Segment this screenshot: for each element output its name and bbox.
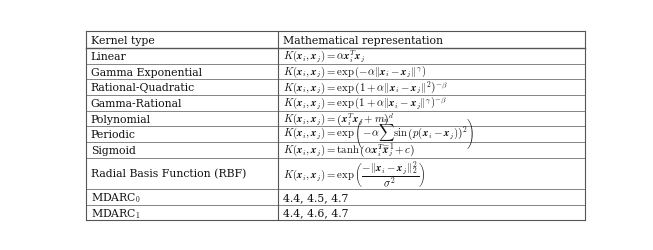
Text: MDARC$_0$: MDARC$_0$ xyxy=(91,190,141,204)
Text: 4.4, 4.5, 4.7: 4.4, 4.5, 4.7 xyxy=(283,192,349,202)
Text: Periodic: Periodic xyxy=(91,130,136,140)
Text: Polynomial: Polynomial xyxy=(91,114,151,124)
Text: Kernel type: Kernel type xyxy=(91,36,155,46)
Text: Gamma-Rational: Gamma-Rational xyxy=(91,98,182,108)
Text: Sigmoid: Sigmoid xyxy=(91,145,136,155)
Text: Mathematical representation: Mathematical representation xyxy=(283,36,443,46)
Text: MDARC$_1$: MDARC$_1$ xyxy=(91,206,140,220)
Text: 4.4, 4.6, 4.7: 4.4, 4.6, 4.7 xyxy=(283,208,349,218)
Text: $K(\boldsymbol{x}_i, \boldsymbol{x}_j) = \exp\left(-\alpha\sum_{i=1}^{n}\sin\lef: $K(\boldsymbol{x}_i, \boldsymbol{x}_j) =… xyxy=(283,118,475,152)
Text: $K(\boldsymbol{x}_i, \boldsymbol{x}_j) = \exp\left(\dfrac{-\|\boldsymbol{x}_i - : $K(\boldsymbol{x}_i, \boldsymbol{x}_j) =… xyxy=(283,158,425,189)
Text: $K(\boldsymbol{x}_i, \boldsymbol{x}_j) = \exp\left(1 + \alpha\|\boldsymbol{x}_i : $K(\boldsymbol{x}_i, \boldsymbol{x}_j) =… xyxy=(283,96,447,112)
Text: $K(\boldsymbol{x}_i, \boldsymbol{x}_j) = \exp\left(1 + \alpha\|\boldsymbol{x}_i : $K(\boldsymbol{x}_i, \boldsymbol{x}_j) =… xyxy=(283,80,449,96)
Text: $K(\boldsymbol{x}_i, \boldsymbol{x}_j) = \alpha\boldsymbol{x}_i^T \boldsymbol{x}: $K(\boldsymbol{x}_i, \boldsymbol{x}_j) =… xyxy=(283,49,366,65)
Text: $K(\boldsymbol{x}_i, \boldsymbol{x}_j) = \exp\left(-\alpha\|\boldsymbol{x}_i - \: $K(\boldsymbol{x}_i, \boldsymbol{x}_j) =… xyxy=(283,64,426,80)
Text: Radial Basis Function (RBF): Radial Basis Function (RBF) xyxy=(91,168,246,179)
Text: Rational-Quadratic: Rational-Quadratic xyxy=(91,83,195,93)
Text: Gamma Exponential: Gamma Exponential xyxy=(91,67,202,77)
Text: Linear: Linear xyxy=(91,52,127,62)
Text: $K(\boldsymbol{x}_i, \boldsymbol{x}_j) = \tanh\left(\alpha\boldsymbol{x}_i^T \bo: $K(\boldsymbol{x}_i, \boldsymbol{x}_j) =… xyxy=(283,142,415,158)
Text: $K(\boldsymbol{x}_i, \boldsymbol{x}_j) = \left(\boldsymbol{x}_i^T \boldsymbol{x}: $K(\boldsymbol{x}_i, \boldsymbol{x}_j) =… xyxy=(283,111,394,127)
